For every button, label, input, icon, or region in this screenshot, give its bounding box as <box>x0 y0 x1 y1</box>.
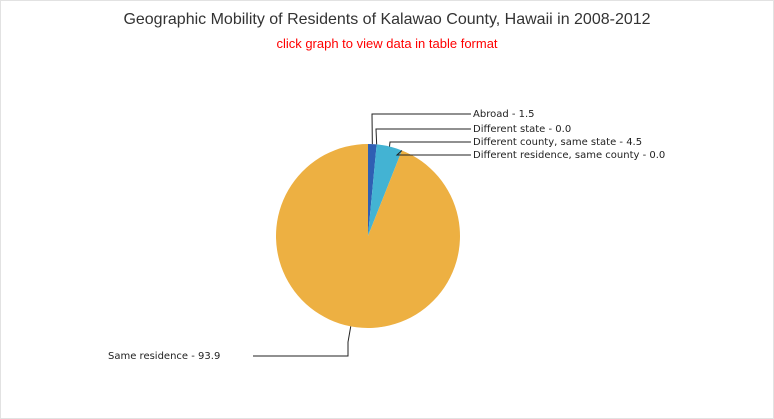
leader-line-same-residence <box>253 326 352 357</box>
view-table-link[interactable]: click graph to view data in table format <box>276 36 498 51</box>
slice-label-same-residence: Same residence - 93.9 <box>108 351 220 362</box>
slice-label-different-state: Different state - 0.0 <box>473 124 571 135</box>
leader-line-different-residence-same-county <box>395 150 471 156</box>
pie-slice-different-county-same-state[interactable] <box>368 144 402 236</box>
leader-lines <box>253 113 471 357</box>
pie-slice-abroad[interactable] <box>368 144 377 236</box>
leader-line-abroad <box>371 113 471 145</box>
slice-labels: Abroad - 1.5 Different state - 0.0 Differe… <box>108 109 665 362</box>
leader-line-different-county-same-state <box>389 141 471 147</box>
slice-label-different-residence-same-county: Different residence, same county - 0.0 <box>473 150 665 161</box>
pie-slice-same-residence[interactable] <box>276 144 460 328</box>
chart-title: Geographic Mobility of Residents of Kala… <box>123 11 651 28</box>
leader-line-different-state <box>375 128 471 145</box>
slice-label-different-county-same-state: Different county, same state - 4.5 <box>473 137 642 148</box>
pie-slices <box>276 144 460 328</box>
slice-label-abroad: Abroad - 1.5 <box>473 109 535 120</box>
